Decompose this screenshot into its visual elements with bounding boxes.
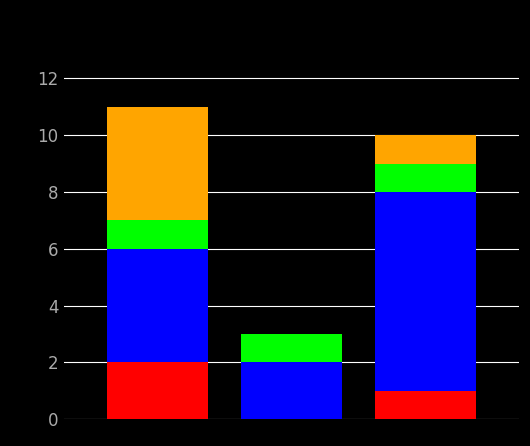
- Bar: [375, 391, 476, 419]
- Bar: [107, 107, 208, 220]
- Bar: [241, 334, 342, 363]
- Bar: [375, 192, 476, 391]
- Bar: [107, 363, 208, 419]
- Bar: [375, 164, 476, 192]
- Bar: [375, 135, 476, 164]
- Bar: [107, 249, 208, 363]
- Bar: [241, 363, 342, 419]
- Bar: [107, 220, 208, 249]
